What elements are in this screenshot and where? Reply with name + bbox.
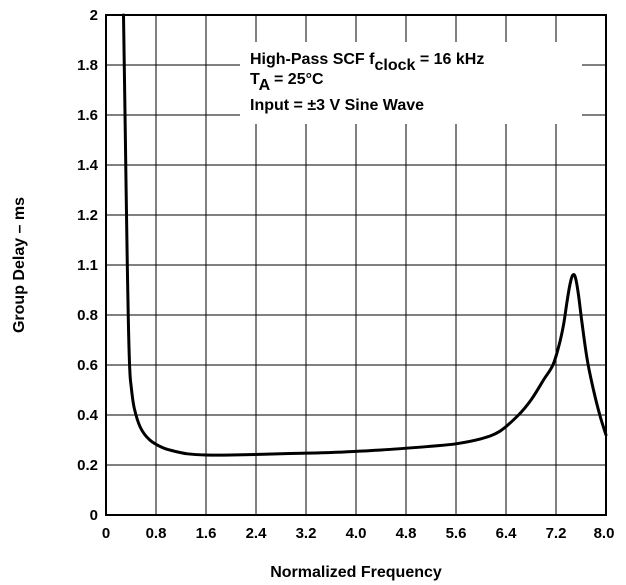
y-tick-label: 1.8 xyxy=(77,57,98,74)
annotation-line-2: TA = 25°C xyxy=(250,71,324,94)
x-tick-label: 2.4 xyxy=(246,525,268,542)
x-tick-label: 6.4 xyxy=(496,525,518,542)
y-tick-label: 1.2 xyxy=(77,207,98,224)
annotation-line-2-subscript: A xyxy=(259,77,271,94)
annotation-line-1-main: High-Pass SCF f xyxy=(250,51,375,68)
plot-frame xyxy=(105,14,607,516)
y-tick-label: 0.6 xyxy=(77,357,98,374)
y-tick-label: 1.1 xyxy=(77,257,98,274)
x-tick-label: 0 xyxy=(102,525,110,542)
y-tick-label: 1.6 xyxy=(77,107,98,124)
annotation-line-1: High-Pass SCF fclock = 16 kHz xyxy=(250,51,484,74)
x-tick-label: 3.2 xyxy=(296,525,317,542)
group-delay-line xyxy=(122,13,608,457)
annotation-line-1-tail: = 16 kHz xyxy=(415,51,484,68)
annotation-background xyxy=(240,42,582,124)
annotation-line-1-subscript: clock xyxy=(374,57,415,74)
y-tick-label: 0 xyxy=(90,507,98,524)
y-tick-label: 2 xyxy=(90,7,98,24)
x-tick-label: 1.6 xyxy=(196,525,217,542)
x-tick-label: 4.0 xyxy=(346,525,367,542)
y-tick-label: 0.8 xyxy=(77,307,98,324)
y-axis-label: Group Delay – ms xyxy=(11,197,28,333)
x-tick-label: 5.6 xyxy=(446,525,467,542)
x-tick-label: 4.8 xyxy=(396,525,417,542)
x-tick-label: 8.0 xyxy=(594,525,615,542)
tick-labels: 0 0.8 1.6 2.4 3.2 4.0 4.8 5.6 6.4 7.2 8.0 0 0.2 0.4 0.… xyxy=(77,7,614,542)
annotation-line-2-main: T xyxy=(250,71,260,88)
annotation-line-3: Input = ±3 V Sine Wave xyxy=(250,97,424,114)
x-tick-label: 0.8 xyxy=(146,525,167,542)
y-tick-label: 0.4 xyxy=(77,407,99,424)
series-group xyxy=(122,13,608,457)
y-tick-label: 0.2 xyxy=(77,457,98,474)
y-tick-label: 1.4 xyxy=(77,157,99,174)
x-axis-label: Normalized Frequency xyxy=(270,564,442,581)
x-tick-label: 7.2 xyxy=(546,525,567,542)
annotation-line-2-tail: = 25°C xyxy=(270,71,324,88)
